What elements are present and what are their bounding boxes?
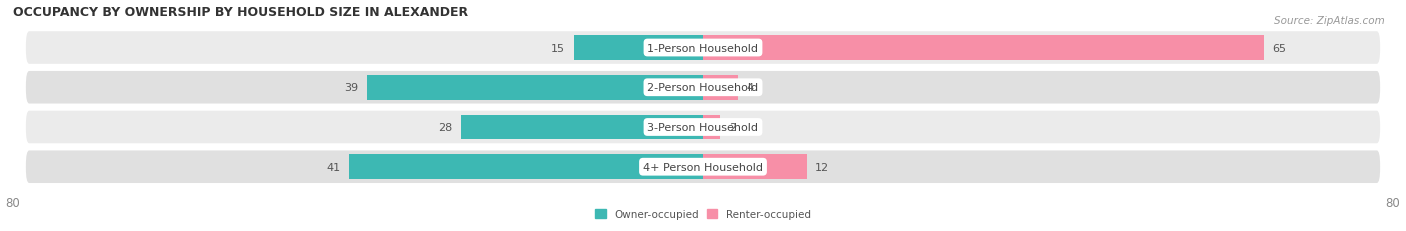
FancyBboxPatch shape <box>25 111 1381 144</box>
Text: 1-Person Household: 1-Person Household <box>648 43 758 53</box>
Text: 2: 2 <box>728 122 735 132</box>
FancyBboxPatch shape <box>25 72 1381 104</box>
Bar <box>367 76 703 100</box>
Text: 4: 4 <box>747 83 754 93</box>
Bar <box>461 115 703 140</box>
Text: Source: ZipAtlas.com: Source: ZipAtlas.com <box>1274 16 1385 26</box>
Text: OCCUPANCY BY OWNERSHIP BY HOUSEHOLD SIZE IN ALEXANDER: OCCUPANCY BY OWNERSHIP BY HOUSEHOLD SIZE… <box>13 6 468 18</box>
Bar <box>703 76 738 100</box>
Text: 41: 41 <box>326 162 340 172</box>
Text: 12: 12 <box>815 162 830 172</box>
Text: 28: 28 <box>439 122 453 132</box>
Text: 15: 15 <box>551 43 565 53</box>
FancyBboxPatch shape <box>25 32 1381 64</box>
Bar <box>703 36 1264 61</box>
FancyBboxPatch shape <box>25 151 1381 183</box>
Bar <box>703 115 720 140</box>
Bar <box>574 36 703 61</box>
Bar <box>349 155 703 179</box>
Text: 65: 65 <box>1272 43 1286 53</box>
Text: 4+ Person Household: 4+ Person Household <box>643 162 763 172</box>
Text: 39: 39 <box>344 83 359 93</box>
Legend: Owner-occupied, Renter-occupied: Owner-occupied, Renter-occupied <box>591 205 815 223</box>
Bar <box>703 155 807 179</box>
Text: 2-Person Household: 2-Person Household <box>647 83 759 93</box>
Text: 3-Person Household: 3-Person Household <box>648 122 758 132</box>
